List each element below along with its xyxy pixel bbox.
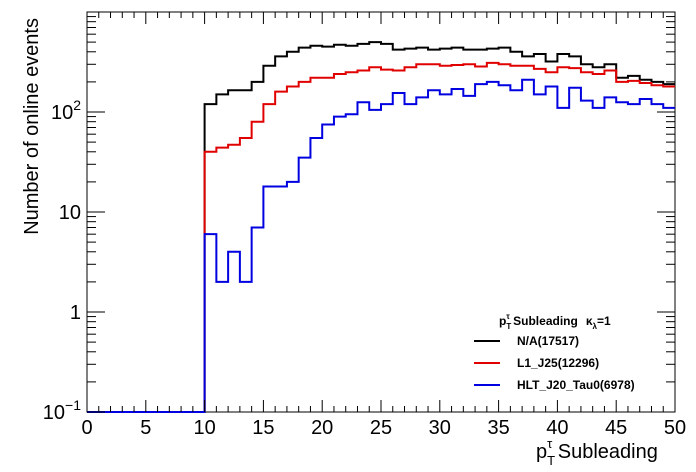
y-axis-title: Number of online events	[21, 18, 43, 235]
x-axis-title-rest: Subleading	[552, 441, 658, 463]
legend-label-0: N/A(17517)	[517, 334, 579, 348]
x-tick-label: 0	[81, 417, 92, 439]
axis-ticks: 0 5 10 15 20 25 30 35 40 45 50 10−1 1 10 102	[43, 12, 686, 439]
legend-kappa-val: =1	[597, 314, 611, 328]
x-axis-title-symbol: p	[536, 441, 547, 463]
legend-label-1: L1_J25(12296)	[517, 356, 599, 370]
series-line-1	[87, 61, 675, 413]
legend-label-2: HLT_J20_Tau0(6978)	[517, 378, 635, 392]
series-layer	[87, 41, 675, 413]
series-line-0	[87, 41, 675, 413]
x-tick-label: 30	[429, 417, 451, 439]
series-line-2	[87, 78, 675, 413]
legend-title-rest: Subleading	[510, 314, 578, 328]
x-tick-label: 10	[193, 417, 215, 439]
x-axis-title-sup: τ	[547, 436, 553, 451]
legend-kappa: κ	[586, 314, 593, 328]
x-tick-label: 40	[546, 417, 568, 439]
x-tick-label: 35	[487, 417, 509, 439]
x-axis-title: pTτ Subleading	[536, 436, 658, 468]
x-tick-label: 45	[605, 417, 627, 439]
legend-title-sup: τ	[506, 312, 510, 321]
x-tick-label: 5	[140, 417, 151, 439]
y-tick-label: 1	[70, 302, 81, 324]
x-tick-label: 25	[370, 417, 392, 439]
legend: pTτ Subleading κλ=1 N/A(17517) L1_J25(1229…	[474, 312, 635, 392]
legend-kappa-sub: λ	[593, 322, 598, 331]
x-tick-label: 15	[252, 417, 274, 439]
x-tick-label: 20	[311, 417, 333, 439]
legend-title-sub: T	[506, 322, 511, 331]
y-tick-label: 102	[51, 97, 81, 124]
legend-title: pTτ Subleading κλ=1	[499, 312, 611, 331]
x-tick-label: 50	[664, 417, 686, 439]
x-axis-title-sub: T	[547, 453, 555, 468]
legend-title-symbol: p	[499, 314, 506, 328]
y-tick-label: 10−1	[43, 397, 81, 424]
y-tick-label: 10	[59, 202, 81, 224]
